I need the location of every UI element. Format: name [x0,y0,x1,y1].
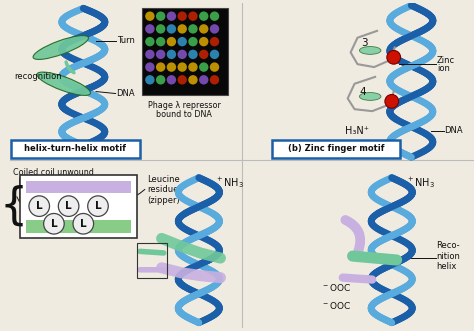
Circle shape [199,50,209,59]
Text: $^-$OOC: $^-$OOC [321,282,351,293]
Circle shape [210,75,219,84]
Text: $^+$NH$_3$: $^+$NH$_3$ [406,175,435,190]
Circle shape [156,75,165,84]
Circle shape [199,62,209,72]
Text: L: L [65,201,72,211]
Text: $^-$OOC: $^-$OOC [321,300,351,310]
Circle shape [199,37,209,46]
Text: L: L [80,219,87,229]
Circle shape [188,62,198,72]
Circle shape [156,37,165,46]
Ellipse shape [359,47,381,54]
Circle shape [44,213,64,234]
Circle shape [210,62,219,72]
Text: {: { [0,185,28,228]
Circle shape [199,12,209,21]
Circle shape [210,50,219,59]
Bar [19,175,137,238]
Circle shape [385,95,399,108]
Circle shape [145,12,155,21]
Text: 3: 3 [361,38,368,48]
Text: Coiled coil unwound: Coiled coil unwound [13,168,94,177]
Circle shape [167,50,176,59]
Text: $^+$NH$_3$: $^+$NH$_3$ [216,175,245,190]
Text: Turn: Turn [117,36,135,45]
Circle shape [167,12,176,21]
Circle shape [73,213,93,234]
Text: bound to DNA: bound to DNA [156,110,212,119]
Text: helix-turn-helix motif: helix-turn-helix motif [25,144,127,153]
Circle shape [156,24,165,34]
Bar [142,8,228,95]
Bar [137,243,166,278]
Circle shape [177,62,187,72]
Circle shape [177,12,187,21]
Circle shape [188,75,198,84]
Circle shape [167,37,176,46]
Circle shape [88,196,108,216]
Ellipse shape [37,72,91,95]
Text: Phage λ repressor: Phage λ repressor [148,101,220,110]
Circle shape [145,75,155,84]
Circle shape [167,62,176,72]
Circle shape [210,24,219,34]
Circle shape [156,62,165,72]
Circle shape [58,196,79,216]
Circle shape [167,24,176,34]
Text: H₃N⁺: H₃N⁺ [345,126,369,136]
Text: DNA: DNA [117,89,135,98]
Circle shape [199,24,209,34]
Circle shape [29,196,49,216]
Bar [26,220,131,233]
Circle shape [199,75,209,84]
Ellipse shape [359,93,381,100]
Ellipse shape [33,35,89,60]
Circle shape [177,75,187,84]
Text: L: L [51,219,57,229]
Text: DNA: DNA [445,126,463,135]
Circle shape [145,50,155,59]
Text: Reco-
nition
helix: Reco- nition helix [436,241,460,271]
FancyBboxPatch shape [272,140,400,158]
FancyArrowPatch shape [140,251,164,253]
Circle shape [177,37,187,46]
Text: Leucine
residues
(zipper): Leucine residues (zipper) [147,175,182,205]
FancyArrowPatch shape [346,220,360,251]
Circle shape [387,50,401,64]
Circle shape [167,75,176,84]
Text: 4: 4 [359,87,365,97]
FancyBboxPatch shape [11,140,140,158]
Circle shape [188,37,198,46]
Circle shape [188,24,198,34]
Circle shape [156,12,165,21]
Text: Zinc: Zinc [437,56,455,65]
Text: recognition: recognition [14,72,62,81]
Bar [26,181,131,193]
Circle shape [188,50,198,59]
Circle shape [145,62,155,72]
Text: L: L [36,201,43,211]
Text: ion: ion [437,64,450,72]
Text: L: L [95,201,101,211]
Circle shape [145,37,155,46]
Circle shape [145,24,155,34]
Circle shape [177,24,187,34]
Circle shape [177,50,187,59]
Circle shape [156,50,165,59]
Text: (b) Zinc finger motif: (b) Zinc finger motif [288,144,384,153]
Circle shape [210,37,219,46]
Circle shape [188,12,198,21]
Circle shape [210,12,219,21]
